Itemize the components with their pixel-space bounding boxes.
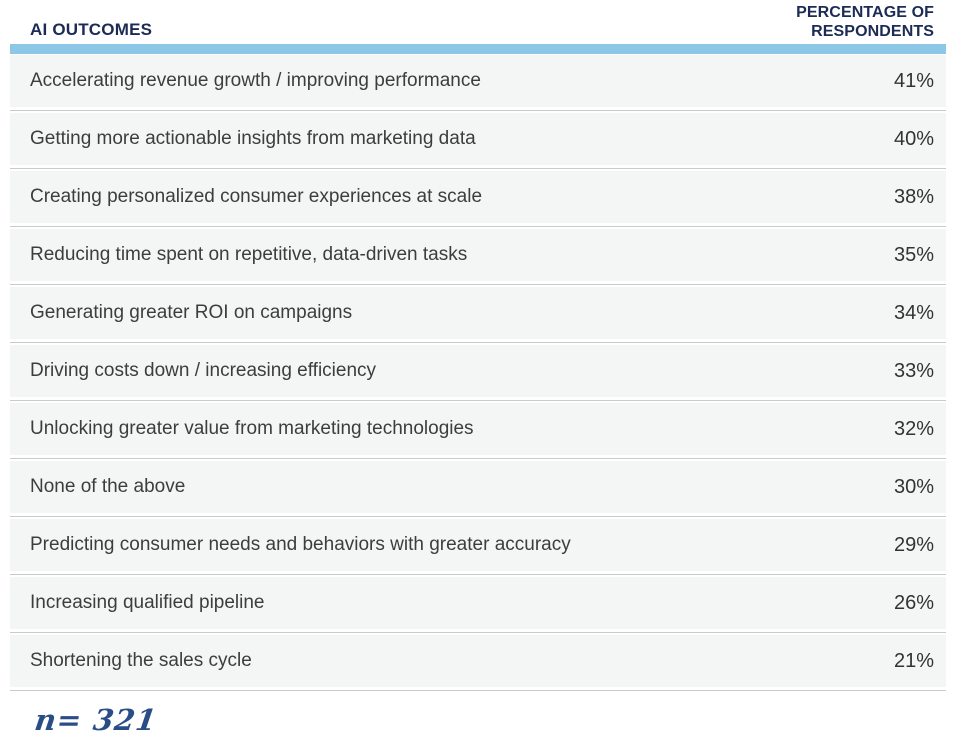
table-row: Generating greater ROI on campaigns 34%: [10, 287, 946, 345]
row-divider: [10, 574, 946, 575]
percentage-value: 33%: [893, 359, 934, 382]
header-accent-bar: [10, 44, 946, 54]
table-row: Shortening the sales cycle 21%: [10, 635, 946, 693]
row-divider: [10, 400, 946, 401]
percentage-value: 26%: [893, 591, 934, 614]
outcome-label: Generating greater ROI on campaigns: [30, 302, 353, 323]
percentage-value: 35%: [893, 243, 934, 266]
table-row: Creating personalized consumer experienc…: [10, 171, 946, 229]
table-row: Reducing time spent on repetitive, data-…: [10, 229, 946, 287]
row-divider: [10, 110, 946, 111]
sample-size-note: n= 321: [32, 703, 160, 737]
table-row-content: Unlocking greater value from marketing t…: [10, 403, 946, 455]
row-divider: [10, 690, 946, 691]
table-row-content: Reducing time spent on repetitive, data-…: [10, 229, 946, 281]
row-divider: [10, 632, 946, 633]
table-row-content: Generating greater ROI on campaigns 34%: [10, 287, 946, 339]
outcome-label: Increasing qualified pipeline: [30, 592, 265, 613]
percentage-value: 34%: [893, 301, 934, 324]
row-divider: [10, 516, 946, 517]
table-row: Increasing qualified pipeline 26%: [10, 577, 946, 635]
percentage-header-line1: PERCENTAGE OF: [796, 4, 934, 21]
table-row: Predicting consumer needs and behaviors …: [10, 519, 946, 577]
row-divider: [10, 284, 946, 285]
table-row-content: Increasing qualified pipeline 26%: [10, 577, 946, 629]
table-row: Driving costs down / increasing efficien…: [10, 345, 946, 403]
percentage-value: 30%: [893, 475, 934, 498]
row-divider: [10, 342, 946, 343]
outcome-label: None of the above: [30, 476, 186, 497]
table-row-content: Creating personalized consumer experienc…: [10, 171, 946, 223]
row-divider: [10, 226, 946, 227]
table-row: Unlocking greater value from marketing t…: [10, 403, 946, 461]
percentage-value: 40%: [893, 127, 934, 150]
table-row-content: Predicting consumer needs and behaviors …: [10, 519, 946, 571]
table-row: None of the above 30%: [10, 461, 946, 519]
table-row: Accelerating revenue growth / improving …: [10, 55, 946, 113]
outcome-label: Unlocking greater value from marketing t…: [30, 418, 474, 439]
outcome-label: Driving costs down / increasing efficien…: [30, 360, 377, 381]
table-row-content: Getting more actionable insights from ma…: [10, 113, 946, 165]
table-header: AI OUTCOMES PERCENTAGE OF RESPONDENTS: [10, 0, 946, 44]
percentage-value: 32%: [893, 417, 934, 440]
outcome-label: Reducing time spent on repetitive, data-…: [30, 244, 468, 265]
percentage-value: 29%: [893, 533, 934, 556]
table-row-content: Shortening the sales cycle 21%: [10, 635, 946, 687]
outcome-label: Creating personalized consumer experienc…: [30, 186, 483, 207]
percentage-value: 21%: [893, 649, 934, 672]
table-row-content: Accelerating revenue growth / improving …: [10, 55, 946, 107]
outcome-label: Getting more actionable insights from ma…: [30, 128, 476, 149]
percentage-header-line2: RESPONDENTS: [811, 23, 934, 40]
table-row: Getting more actionable insights from ma…: [10, 113, 946, 171]
table-row-content: Driving costs down / increasing efficien…: [10, 345, 946, 397]
outcomes-table: AI OUTCOMES PERCENTAGE OF RESPONDENTS Ac…: [10, 0, 946, 693]
outcome-column-header: AI OUTCOMES: [30, 20, 153, 39]
table-body: Accelerating revenue growth / improving …: [10, 55, 946, 693]
outcome-label: Predicting consumer needs and behaviors …: [30, 534, 571, 555]
row-divider: [10, 458, 946, 459]
percentage-value: 38%: [893, 185, 934, 208]
row-divider: [10, 168, 946, 169]
table-row-content: None of the above 30%: [10, 461, 946, 513]
percentage-value: 41%: [893, 69, 934, 92]
percentage-column-header: PERCENTAGE OF RESPONDENTS: [796, 3, 934, 41]
outcome-label: Shortening the sales cycle: [30, 650, 252, 671]
outcome-label: Accelerating revenue growth / improving …: [30, 70, 481, 91]
